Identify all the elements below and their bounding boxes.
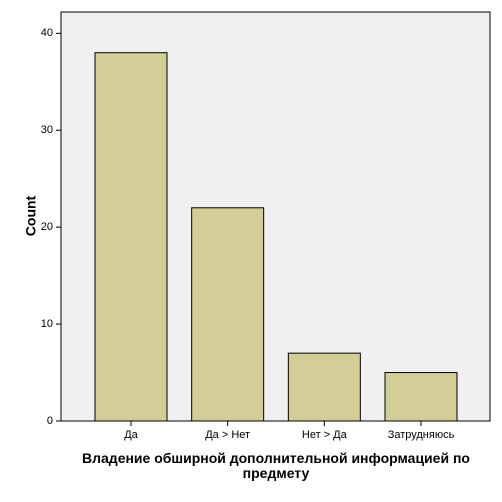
x-axis-label: Владение обширной дополнительной информа… (82, 450, 470, 481)
bar (191, 207, 265, 422)
y-tick-label: 30 (41, 124, 53, 136)
x-tick-label: Затрудняюсь (388, 429, 455, 441)
x-tick-label: Да > Нет (205, 429, 250, 441)
y-axis-label: Count (23, 195, 39, 236)
y-tick-label: 20 (41, 221, 53, 233)
y-tick-label: 10 (41, 318, 53, 330)
y-tick-label: 40 (41, 27, 53, 39)
bar (384, 372, 458, 422)
x-tick-label: Да (124, 429, 138, 441)
bar (287, 352, 361, 422)
bar (94, 52, 168, 422)
y-tick-label: 0 (47, 415, 53, 427)
x-tick-label: Нет > Да (302, 429, 348, 441)
